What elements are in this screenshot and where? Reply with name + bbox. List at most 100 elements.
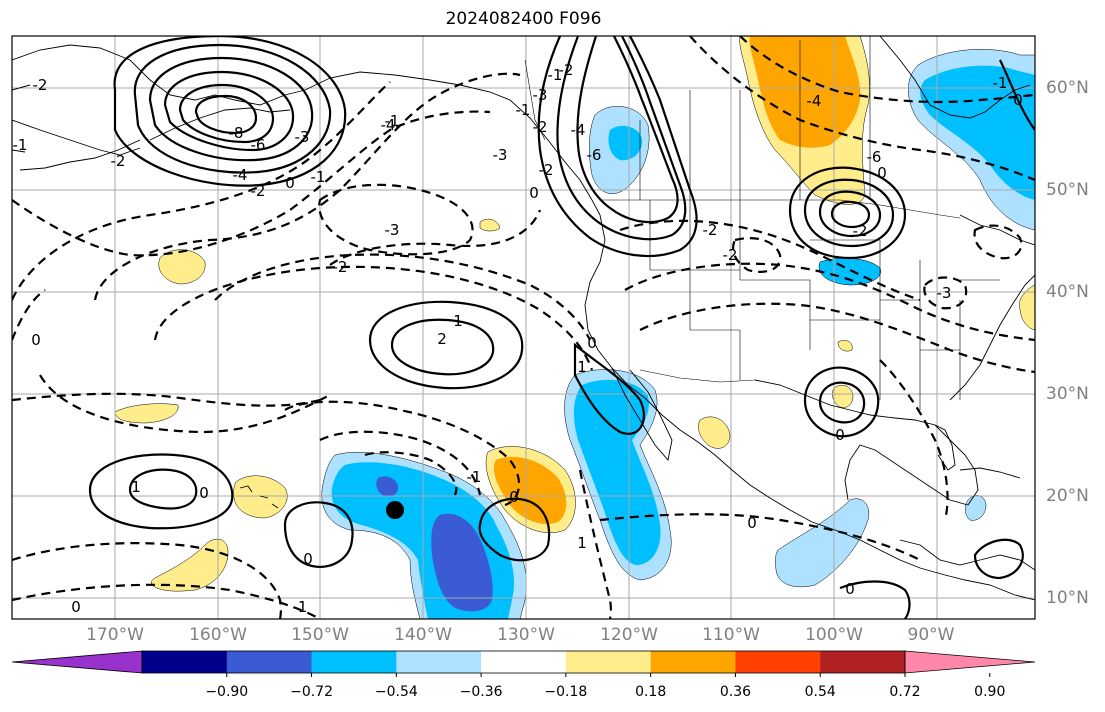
contour-label: -3 [295,128,310,146]
map-title: 2024082400 F096 [445,9,602,29]
fill-pos-pacific-orange [493,456,567,525]
fill-neg-east [920,65,1035,201]
fill-pos-texas [832,385,854,408]
lat-label: 40°N [1046,282,1089,302]
contour-label: 0 [845,580,855,598]
contour-label: 0 [587,334,597,352]
contour-label: -2 [333,258,348,276]
fill-neg-nw [608,125,643,161]
colorbar-segment [650,651,736,673]
contour-label: -8 [229,124,244,142]
contour-label: 0 [31,331,41,349]
contour-label: -1 [993,74,1008,92]
contour-label: -1 [293,598,308,616]
contour-label: 0 [835,426,845,444]
lat-label: 50°N [1046,180,1089,200]
colorbar-segment [396,651,482,673]
contour-label: -4 [807,92,822,110]
fill-pos-east [1019,284,1035,331]
colorbar-segment [565,651,652,673]
coastlines [12,36,1035,601]
colorbar-tick-label: 0.72 [889,684,921,700]
fill-neg-mexico [775,498,870,588]
fill-pos-south-hawaii [150,538,229,592]
colorbar-tick-label: 0.90 [974,684,1006,700]
contour-label: -1 [13,136,28,154]
colorbar-segment [226,651,313,673]
contour-label: -2 [251,182,266,200]
contour-label: -3 [937,284,952,302]
contour-label: -1 [516,101,531,119]
colorbar-tick-label: 0.36 [719,684,752,700]
fill-pos-small2 [837,340,853,352]
contour-label: 0 [303,550,313,568]
colorbar-extend-max [904,650,1036,674]
contour-label: -2 [703,221,718,239]
contour-label: -1 [467,468,482,486]
lon-label: 90°W [907,625,955,645]
contour-label: -2 [33,76,48,94]
lon-label: 120°W [600,625,658,645]
lon-label: 150°W [291,625,349,645]
lat-label: 10°N [1046,588,1089,608]
colorbar [11,650,1036,677]
fill-pos-hawaii [233,475,288,519]
fill-neg-dark-pacific [431,513,493,612]
colorbar-tick-label: −0.36 [459,684,503,700]
location-marker [386,501,404,519]
map-frame [11,35,1036,620]
colorbar-tick-label: −0.90 [205,684,249,700]
lon-label: 100°W [805,625,863,645]
colorbar-extend-min [11,650,143,674]
colorbar-tick-label: −0.54 [374,684,418,700]
contour-label: 1 [453,312,463,330]
contour-labels: -2 -3 -2 -4 -6 -8 0 -1 -2 -3 -4 0 -1 -2 … [13,61,1023,616]
fill-neg-baja [573,379,661,566]
contour-label: 1 [131,478,141,496]
contour-label: -2 [853,222,868,240]
lon-label: 170°W [86,625,144,645]
contour-label: 0 [509,488,519,506]
contour-label: -6 [587,146,602,164]
colorbar-tick-label: −0.72 [290,684,333,700]
contour-label: 0 [199,484,209,502]
contour-label: -3 [533,86,548,104]
fill-pos-mexico [698,416,731,449]
lon-label: 110°W [702,625,760,645]
fill-pos-small [479,218,501,232]
contour-label: -2 [533,118,548,136]
contour-label: -2 [723,246,738,264]
contour-label: 2 [437,330,447,348]
colorbar-segment [481,651,567,673]
colorbar-tick-label: −0.18 [544,684,588,700]
fill-pos-west [158,249,206,285]
contour-label: 0 [529,184,539,202]
contour-label: -6 [867,148,882,166]
graticule [12,36,1035,619]
colorbar-segment [735,651,821,673]
contour-label: 0 [71,598,81,616]
contour-label: -3 [493,146,508,164]
contour-label: 0 [747,514,757,532]
lat-label: 30°N [1046,384,1089,404]
contour-label: -1 [385,112,400,130]
colorbar-frame [141,650,906,674]
colorbar-segment [820,651,906,673]
colorbar-segment [142,651,228,673]
contour-label: -2 [539,161,554,179]
contour-label: 0 [1013,91,1023,109]
contour-label: -2 [111,152,126,170]
contour-label: -1 [548,66,563,84]
contours [12,36,1035,619]
contour-label: 1 [577,534,587,552]
contour-label: 1 [577,358,587,376]
lon-label: 140°W [394,625,452,645]
colorbar-tick-label: 0.54 [804,684,836,700]
contour-label: -1 [311,168,326,186]
lon-label: 160°W [189,625,247,645]
fill-neg-gulf [965,495,987,521]
lat-label: 60°N [1046,78,1089,98]
contour-label: -6 [251,136,266,154]
contour-label: -2 [559,61,574,79]
contour-label: -4 [381,116,396,134]
